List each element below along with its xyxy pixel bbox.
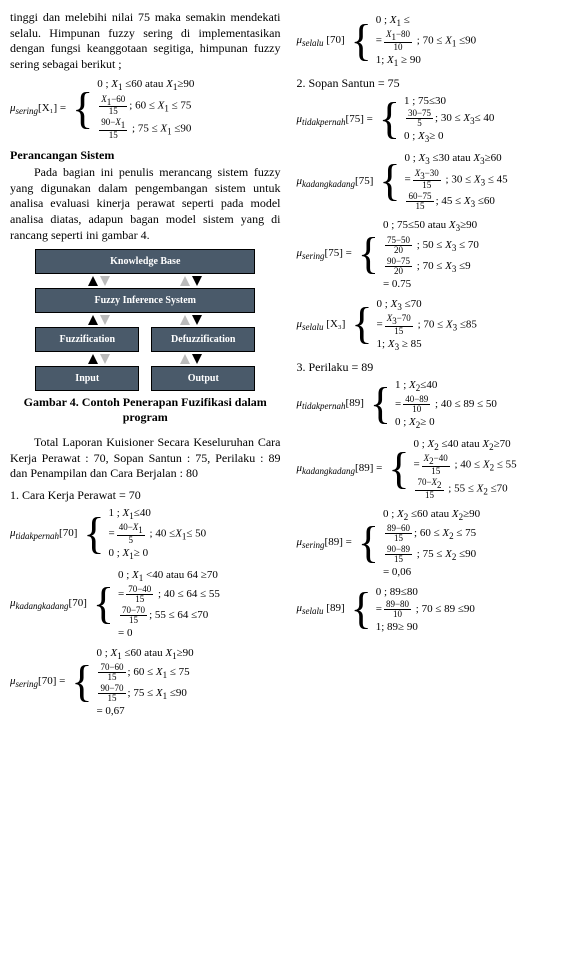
formula-sr-70: μsering[70] ={0 ; X1 ≤60 atau X1≥9070−60…: [10, 647, 281, 717]
formula-tp-89: μtidakpernah[89]{1 ; X2≤40=40−8910 ; 40 …: [297, 379, 568, 430]
node-output: Output: [151, 366, 255, 391]
formula-kk-75: μkadangkadang[75]{0 ; X3 ≤30 atau X3≥60=…: [297, 152, 568, 211]
intro-paragraph: tinggi dan melebihi nilai 75 maka semaki…: [10, 10, 281, 72]
node-inference: Fuzzy Inference System: [35, 288, 255, 313]
figure-caption: Gambar 4. Contoh Penerapan Fuzifikasi da…: [10, 395, 281, 425]
formula-sr-75: μsering[75] ={0 ; 75≤50 atau X3≥9075−502…: [297, 219, 568, 289]
formula-sl-x3: μselalu [X₃]{0 ; X3 ≤70=X3−7015 ; 70 ≤ X…: [297, 298, 568, 352]
formula-kk-89: μkadangkadang[89] ={0 ; X2 ≤40 atau X2≥7…: [297, 438, 568, 500]
formula-sl-89: μselalu [89]{0 ; 89≤80=89−8010 ; 70 ≤ 89…: [297, 586, 568, 633]
subhead-1: 1. Cara Kerja Perawat = 70: [10, 488, 281, 503]
formula-kk-70: μkadangkadang[70]{0 ; X1 <40 atau 64 ≥70…: [10, 569, 281, 639]
formula-sering-x1: μsering[X₁] ={0 ; X1 ≤60 atau X1≥90X1−60…: [10, 78, 281, 140]
node-input: Input: [35, 366, 139, 391]
formula-tp-75: μtidakpernah[75] ={1 ; 75≤3030−755; 30 ≤…: [297, 95, 568, 144]
total-paragraph: Total Laporan Kuisioner Secara Keseluruh…: [10, 435, 281, 482]
system-diagram: Knowledge Base Fuzzy Inference System Fu…: [35, 249, 255, 391]
subhead-2: 2. Sopan Santun = 75: [297, 76, 568, 91]
formula-tp-70: μtidakpernah[70]{1 ; X1≤40=40−X15 ; 40 ≤…: [10, 507, 281, 561]
formula-sr-89: μsering[89] ={0 ; X2 ≤60 atau X2≥9089−60…: [297, 508, 568, 578]
node-defuzzification: Defuzzification: [151, 327, 255, 352]
design-heading: Perancangan Sistem: [10, 148, 281, 163]
formula-sl-70: μselalu [70]{0 ; X1 ≤=X1−8010 ; 70 ≤ X1 …: [297, 14, 568, 68]
subhead-3: 3. Perilaku = 89: [297, 360, 568, 375]
node-knowledge-base: Knowledge Base: [35, 249, 255, 274]
node-fuzzification: Fuzzification: [35, 327, 139, 352]
design-paragraph: Pada bagian ini penulis merancang sistem…: [10, 165, 281, 243]
